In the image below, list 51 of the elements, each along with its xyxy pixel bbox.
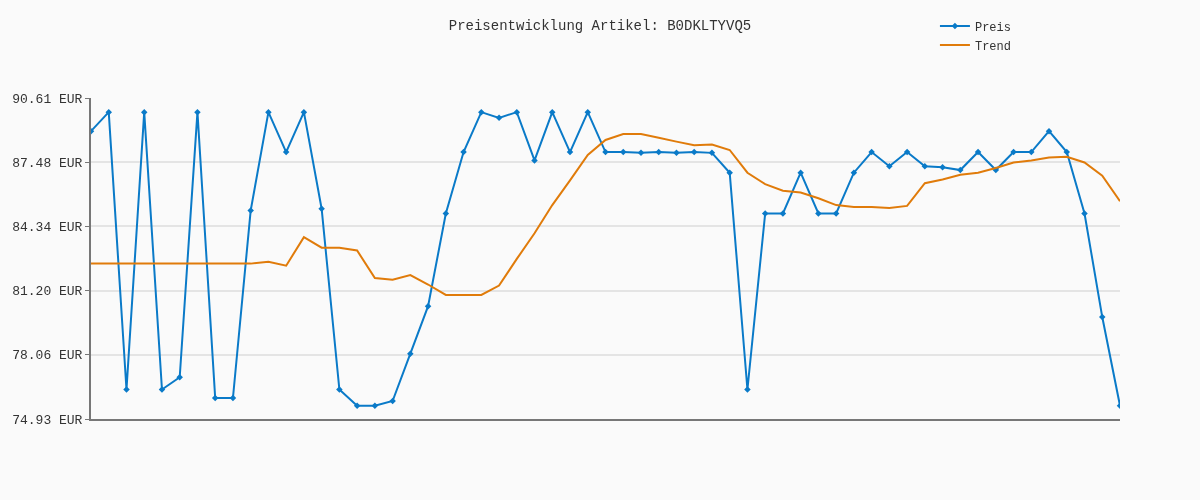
y-tick-label: 74.93 EUR [12, 412, 83, 428]
point [886, 162, 893, 170]
point [1045, 127, 1053, 135]
legend-label: Preis [974, 20, 1011, 35]
point [300, 108, 308, 116]
chart-title: Preisentwicklung Artikel: B0DKLTYVQ5 [448, 17, 752, 34]
y-tick-label: 84.34 EUR [12, 219, 83, 235]
point [1099, 313, 1106, 321]
point [247, 207, 254, 214]
line-series [91, 133, 1120, 296]
point [584, 108, 592, 116]
point [336, 386, 343, 393]
point [708, 149, 716, 157]
point [1081, 210, 1088, 217]
point [495, 114, 503, 122]
point [566, 148, 574, 156]
point [371, 402, 379, 409]
point [353, 402, 361, 409]
point [655, 148, 662, 156]
y-tick-label: 90.61 EUR [12, 91, 83, 107]
point [282, 148, 290, 156]
point [513, 108, 521, 116]
point [478, 108, 485, 116]
y-tick-label: 81.20 EUR [12, 284, 83, 300]
point [229, 394, 237, 402]
point [407, 350, 414, 357]
point [744, 386, 751, 393]
point [531, 157, 538, 164]
point [140, 108, 148, 116]
point [549, 108, 556, 116]
y-tick-label: 87.48 EUR [12, 155, 83, 171]
point [726, 169, 733, 176]
point [424, 302, 432, 310]
point [123, 386, 130, 393]
point [921, 162, 929, 170]
point [974, 148, 982, 156]
point [797, 169, 804, 176]
point [105, 108, 112, 116]
point [850, 169, 858, 176]
legend-label: Trend [974, 39, 1011, 54]
point [637, 149, 645, 157]
point [1063, 148, 1071, 156]
y-tick-label: 78.06 EUR [12, 348, 83, 364]
point [815, 210, 822, 217]
point [211, 394, 219, 402]
point [903, 148, 911, 156]
point [176, 373, 183, 381]
point [1028, 148, 1035, 156]
point [939, 163, 946, 171]
point [690, 148, 698, 156]
point [318, 205, 325, 212]
